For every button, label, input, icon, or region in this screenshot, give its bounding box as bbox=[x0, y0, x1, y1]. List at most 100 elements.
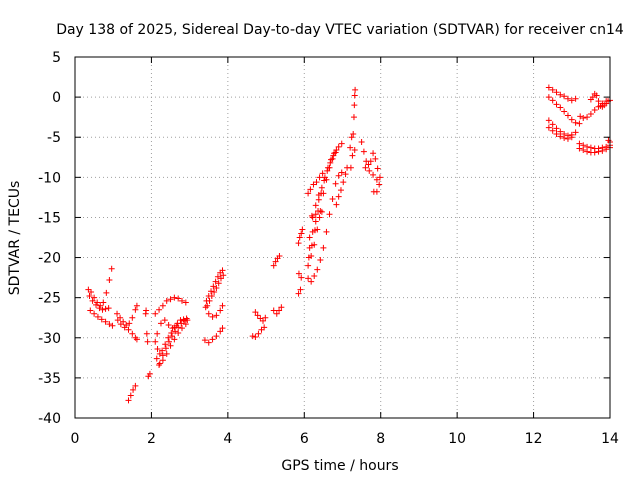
data-point bbox=[144, 338, 151, 345]
data-point bbox=[295, 270, 302, 277]
data-point bbox=[156, 362, 163, 369]
data-point bbox=[255, 330, 262, 337]
data-point bbox=[249, 333, 256, 340]
data-point bbox=[576, 145, 583, 152]
data-point bbox=[584, 148, 591, 155]
data-point bbox=[568, 97, 575, 104]
data-point bbox=[333, 147, 340, 154]
data-point bbox=[321, 174, 328, 181]
data-point bbox=[308, 212, 315, 219]
axis-ticks: 0 2 4 6 8 10 12 14 5 0 -5 -10 -15 -20 -25 -30 -35 -40 bbox=[38, 50, 619, 447]
data-point bbox=[589, 94, 596, 101]
data-point bbox=[553, 101, 560, 108]
data-point bbox=[326, 211, 333, 218]
data-point bbox=[177, 317, 184, 324]
data-point bbox=[91, 310, 98, 317]
data-point bbox=[178, 320, 185, 327]
data-point bbox=[175, 295, 182, 302]
data-point bbox=[323, 228, 330, 235]
data-point bbox=[316, 174, 323, 181]
chart-title: Day 138 of 2025, Sidereal Day-to-day VTE… bbox=[56, 22, 624, 38]
data-point bbox=[157, 320, 164, 327]
y-tick-label: 0 bbox=[52, 90, 61, 106]
data-point bbox=[214, 273, 221, 280]
data-point bbox=[217, 328, 224, 335]
data-point bbox=[211, 289, 218, 296]
data-point bbox=[126, 320, 133, 327]
data-point bbox=[100, 299, 107, 306]
data-point bbox=[374, 165, 381, 172]
data-point bbox=[125, 397, 132, 404]
data-point bbox=[350, 131, 357, 138]
data-point bbox=[549, 121, 556, 128]
data-point bbox=[169, 333, 176, 340]
data-point bbox=[349, 152, 356, 159]
data-point bbox=[252, 309, 259, 316]
data-point bbox=[572, 95, 579, 102]
data-point bbox=[213, 312, 220, 319]
x-axis-label: GPS time / hours bbox=[281, 458, 398, 474]
data-point bbox=[572, 129, 579, 136]
data-point bbox=[215, 280, 222, 287]
data-point bbox=[171, 336, 178, 343]
data-point bbox=[595, 98, 602, 105]
data-point bbox=[168, 329, 175, 336]
data-point bbox=[132, 382, 139, 389]
data-point bbox=[254, 312, 261, 319]
data-point bbox=[129, 314, 136, 321]
data-point bbox=[576, 120, 583, 127]
data-point bbox=[324, 167, 331, 174]
data-point bbox=[167, 296, 174, 303]
data-point bbox=[220, 272, 227, 279]
data-point bbox=[348, 134, 355, 141]
data-point bbox=[213, 333, 220, 340]
data-point bbox=[561, 108, 568, 115]
data-point bbox=[270, 262, 277, 269]
x-tick-label: 12 bbox=[525, 431, 543, 447]
x-tick-label: 0 bbox=[71, 431, 80, 447]
data-point bbox=[372, 155, 379, 162]
data-point bbox=[312, 218, 319, 225]
data-point bbox=[305, 262, 312, 269]
data-point bbox=[127, 392, 134, 399]
data-series-sdtvar bbox=[85, 84, 613, 404]
data-point bbox=[335, 172, 342, 179]
data-point bbox=[351, 92, 358, 99]
data-point bbox=[261, 324, 268, 331]
data-point bbox=[591, 149, 598, 156]
data-point bbox=[337, 187, 344, 194]
data-point bbox=[312, 202, 319, 209]
data-point bbox=[572, 119, 579, 126]
data-point bbox=[351, 102, 358, 109]
data-point bbox=[328, 156, 335, 163]
data-point bbox=[311, 273, 318, 280]
data-point bbox=[132, 306, 139, 313]
data-point bbox=[99, 306, 106, 313]
data-point bbox=[179, 325, 185, 332]
data-point bbox=[208, 293, 215, 300]
data-point bbox=[358, 139, 365, 146]
data-point bbox=[219, 267, 226, 274]
data-point bbox=[331, 150, 338, 157]
data-point bbox=[298, 274, 305, 281]
data-point bbox=[270, 307, 277, 314]
data-point bbox=[89, 297, 96, 304]
data-point bbox=[306, 234, 313, 241]
data-point bbox=[182, 321, 189, 328]
data-point bbox=[327, 159, 334, 166]
x-tick-label: 4 bbox=[223, 431, 232, 447]
data-point bbox=[545, 117, 552, 124]
data-point bbox=[595, 148, 602, 155]
data-point bbox=[340, 179, 347, 186]
data-point bbox=[106, 277, 113, 284]
data-point bbox=[205, 310, 212, 317]
data-point bbox=[106, 321, 113, 328]
data-point bbox=[557, 91, 564, 98]
data-point bbox=[181, 317, 188, 324]
data-point bbox=[568, 134, 575, 141]
data-point bbox=[217, 307, 224, 314]
data-point bbox=[213, 285, 220, 292]
data-point bbox=[179, 297, 185, 304]
data-point bbox=[317, 256, 324, 263]
